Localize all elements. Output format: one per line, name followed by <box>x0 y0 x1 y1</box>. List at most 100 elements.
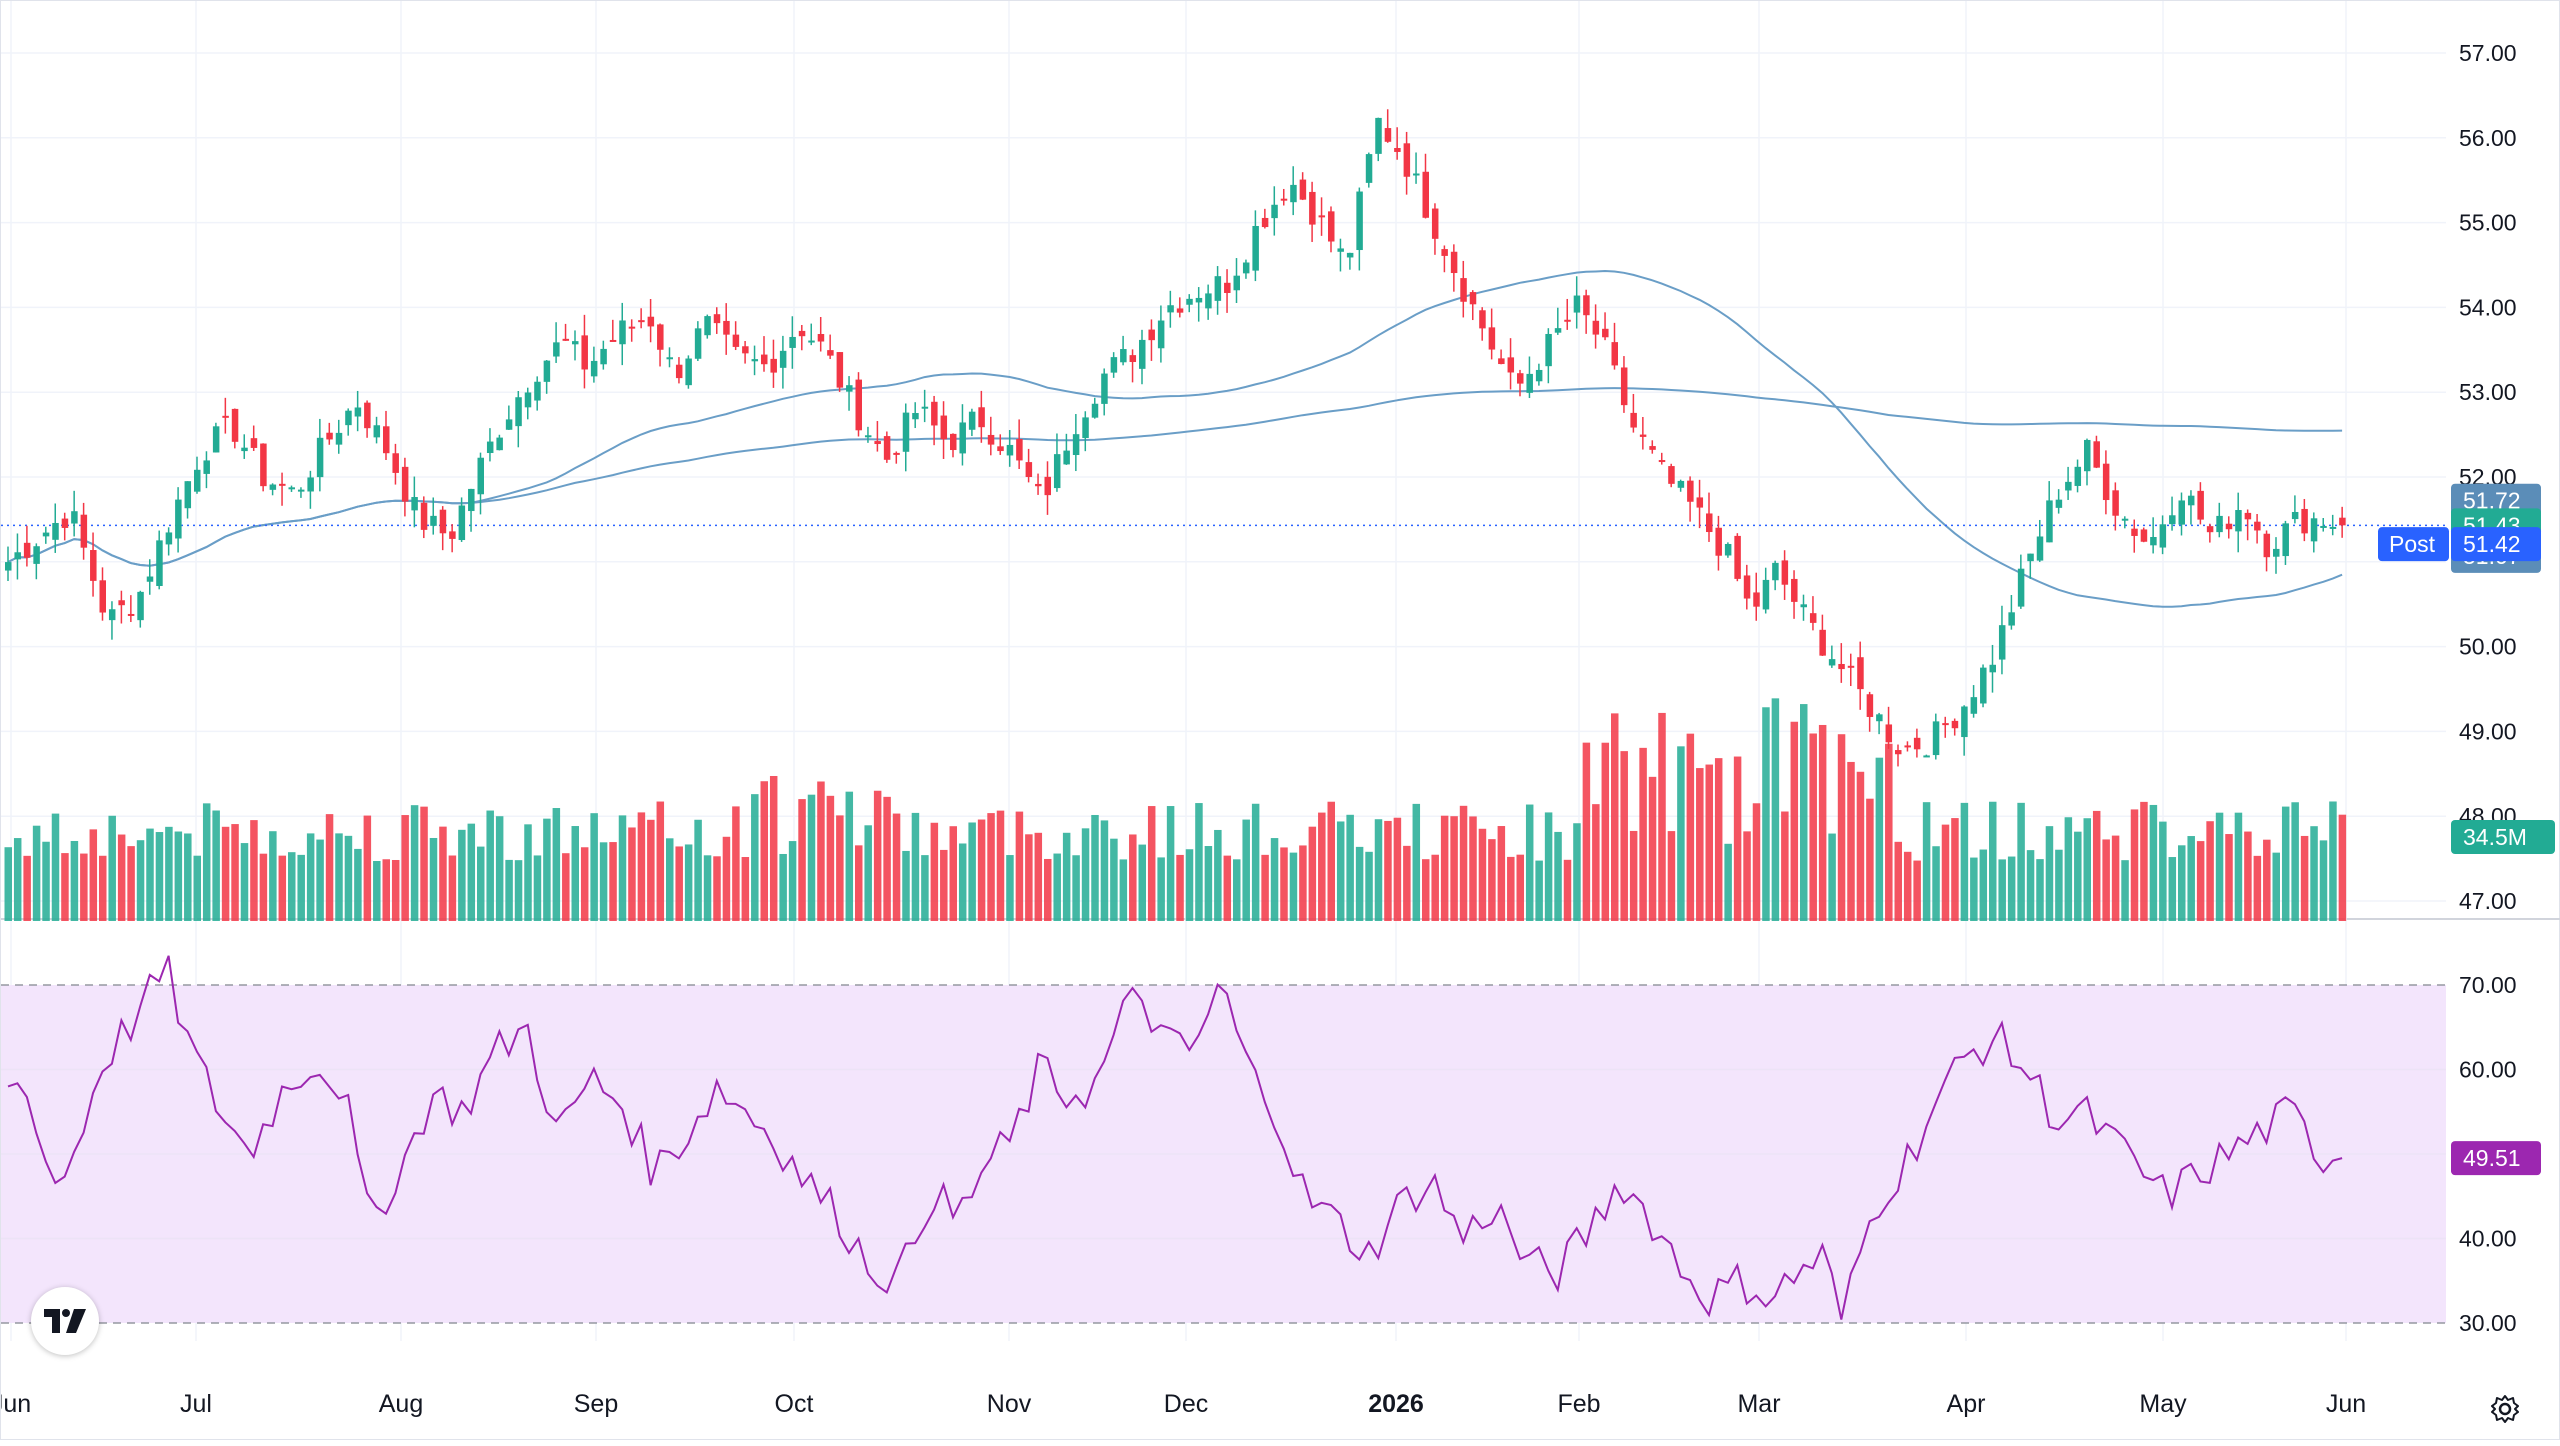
volume-bar <box>316 839 324 921</box>
volume-bar <box>1072 855 1080 921</box>
volume-bar <box>2064 817 2073 921</box>
volume-bar <box>1233 859 1241 921</box>
volume-bar <box>2319 840 2328 921</box>
candle-body <box>1923 755 1930 758</box>
post-label-text: Post <box>2389 531 2436 557</box>
candle-body <box>1129 355 1137 363</box>
volume-bar <box>1138 844 1146 921</box>
volume-bar <box>1299 845 1307 921</box>
volume-bar <box>467 823 476 921</box>
volume-bar <box>240 843 249 921</box>
volume-bar <box>1355 846 1364 921</box>
candle-body <box>231 408 239 442</box>
candle-body <box>307 477 314 492</box>
candle-body <box>1847 665 1855 668</box>
price-axis[interactable]: 57.0056.0055.0054.0053.0052.0051.0050.00… <box>2459 40 2517 914</box>
candle-body <box>1431 208 1439 239</box>
candle-body <box>1517 373 1524 384</box>
volume-bar <box>1686 733 1695 921</box>
candle-body <box>2301 508 2308 534</box>
candle-body <box>2093 441 2100 468</box>
volume-bar <box>373 860 381 921</box>
volume-bar <box>1875 757 1884 921</box>
volume-bar <box>940 849 948 921</box>
candle-body <box>2187 495 2195 506</box>
candle-body <box>2074 466 2082 486</box>
price-candles <box>5 109 2346 767</box>
candle-body <box>1450 251 1458 274</box>
volume-bar <box>722 836 731 921</box>
volume-bar <box>1582 742 1591 921</box>
candle-body <box>392 453 399 473</box>
volume-bar <box>1535 860 1543 921</box>
volume-bar <box>1081 828 1090 921</box>
time-tick-label: 2026 <box>1368 1390 1424 1418</box>
candle-body <box>250 438 258 448</box>
volume-bar <box>826 795 835 921</box>
volume-bar <box>184 833 192 921</box>
volume-bar <box>410 805 419 921</box>
candle-body <box>827 350 834 356</box>
volume-bar <box>1214 829 1222 921</box>
candle-body <box>118 600 125 606</box>
candle-body <box>713 314 721 324</box>
time-tick-label: Jul <box>180 1390 212 1418</box>
volume-bar <box>1412 803 1421 921</box>
settings-gear-icon[interactable] <box>2489 1393 2521 1425</box>
volume-bar <box>873 790 882 921</box>
volume-bar <box>344 835 353 921</box>
volume-bar <box>1469 816 1477 921</box>
candle-body <box>127 613 135 616</box>
candle-body <box>486 441 494 454</box>
candle-body <box>1356 191 1363 251</box>
volume-bar <box>117 834 126 921</box>
volume-bar <box>2159 821 2167 921</box>
volume-bar <box>1620 751 1628 921</box>
candle-body <box>212 426 220 453</box>
volume-bar <box>1327 801 1335 921</box>
candle-body <box>1479 310 1486 329</box>
time-axis[interactable]: Jun Jul Aug Sep Oct Nov Dec 2026 Feb Mar Apr May Jun <box>0 1390 2366 1418</box>
volume-bar <box>202 803 211 921</box>
candle-body <box>562 338 570 341</box>
volume-bar <box>2168 857 2177 921</box>
volume-bar <box>524 824 532 921</box>
candle-body <box>2235 510 2242 532</box>
volume-bar <box>391 859 400 921</box>
candle-body <box>184 481 192 509</box>
volume-bar <box>1856 771 1865 921</box>
candle-body <box>675 364 683 379</box>
volume-bar <box>448 855 457 921</box>
volume-bar <box>1960 802 1969 921</box>
volume-bar <box>1403 845 1411 921</box>
volume-bar <box>2281 806 2290 921</box>
volume-bar <box>1025 834 1033 921</box>
time-tick-label: Apr <box>1947 1390 1986 1418</box>
volume-bar <box>108 815 116 921</box>
volume-bar <box>2026 850 2035 921</box>
gear-icon <box>2491 1395 2519 1423</box>
candle-body <box>2263 533 2271 558</box>
candle-body <box>931 401 938 426</box>
candle-body <box>694 328 702 359</box>
volume-bar <box>1743 831 1751 921</box>
volume-bar <box>1592 804 1600 921</box>
volume-bar <box>1648 776 1657 921</box>
volume-bar <box>1752 803 1761 921</box>
candle-body <box>2008 612 2015 626</box>
rsi-band <box>1 984 2446 1324</box>
volume-bar <box>61 853 69 921</box>
volume-bar <box>2036 859 2044 921</box>
volume-bar <box>2253 855 2262 921</box>
candle-body <box>316 437 324 478</box>
volume-bar <box>2074 831 2082 921</box>
volume-bar <box>1525 804 1534 921</box>
candle-body <box>1866 694 1874 717</box>
candle-body <box>5 562 12 571</box>
candle-body <box>203 460 210 474</box>
candle-body <box>1016 439 1023 461</box>
tradingview-logo[interactable] <box>31 1287 99 1355</box>
volume-bar <box>1979 849 1988 921</box>
